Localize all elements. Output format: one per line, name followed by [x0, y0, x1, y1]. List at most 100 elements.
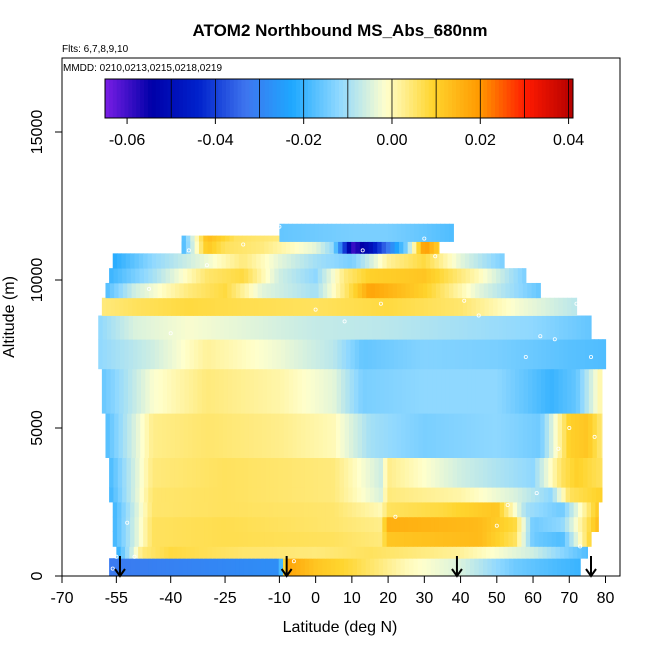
heat-cell [587, 487, 593, 503]
heat-cell [419, 297, 425, 316]
heat-cell [382, 502, 388, 518]
heat-cell [316, 241, 322, 254]
heat-cell [127, 282, 133, 299]
heat-cell [327, 297, 333, 316]
heat-cell [500, 268, 506, 284]
heat-cell [221, 516, 227, 532]
heat-cell [522, 413, 528, 458]
heat-cell [202, 339, 208, 370]
heat-cell [392, 282, 398, 299]
heat-cell [506, 339, 512, 370]
heat-cell [414, 368, 420, 414]
heat-cell [141, 315, 147, 340]
heat-cell [424, 339, 430, 370]
heat-cell [526, 457, 532, 488]
x-tick-label: -55 [105, 590, 128, 607]
heat-cell [340, 413, 346, 458]
heat-cell [361, 558, 367, 576]
heat-cell [219, 339, 225, 370]
colorbar-cell [245, 79, 250, 118]
heat-cell [269, 516, 275, 532]
heat-cell [321, 502, 327, 518]
heat-cell [382, 516, 388, 532]
heat-cell [486, 516, 492, 532]
heat-cell [263, 339, 269, 370]
heat-cell [146, 315, 152, 340]
heat-cell [243, 516, 249, 532]
heat-cell [101, 368, 107, 414]
heat-cell [453, 282, 459, 299]
heat-cell [564, 531, 570, 547]
heat-cell [271, 297, 277, 316]
heat-cell [374, 457, 380, 488]
heat-cell [289, 315, 295, 340]
heat-cell [407, 546, 413, 559]
heat-cell [534, 531, 540, 547]
heat-cell [535, 558, 541, 576]
heat-cell [430, 268, 436, 284]
heat-cell [327, 368, 333, 414]
heat-cell [329, 546, 335, 559]
sample-point [313, 307, 318, 312]
colorbar-tick-label: -0.06 [109, 132, 146, 149]
heat-cell [348, 282, 354, 299]
heat-cell [319, 368, 325, 414]
heat-cell [265, 268, 271, 284]
heat-cell [409, 223, 415, 242]
heat-cell [222, 282, 228, 299]
heat-cell [396, 413, 402, 458]
colorbar-cell [292, 79, 297, 118]
heat-cell [388, 297, 394, 316]
heat-cell [155, 546, 161, 559]
colorbar-cell [144, 79, 149, 118]
heat-cell [317, 268, 323, 284]
heat-cell [390, 546, 396, 559]
heat-cell [356, 531, 362, 547]
heat-cell [501, 413, 507, 458]
heat-cell [430, 558, 436, 576]
heat-cell [317, 457, 323, 488]
heat-cell [166, 413, 172, 458]
heat-cell [174, 268, 180, 284]
heat-cell [498, 546, 504, 559]
heat-cell [136, 368, 142, 414]
heat-cell [397, 368, 403, 414]
colorbar-cell [194, 79, 200, 118]
heat-cell [454, 339, 460, 370]
heat-cell [596, 487, 602, 503]
heat-cell [425, 241, 431, 254]
heat-cell [217, 516, 223, 532]
heat-cell [237, 315, 243, 340]
heat-cell [399, 253, 405, 269]
heat-cell [395, 253, 401, 269]
colorbar-cell [397, 79, 402, 118]
heat-cell [488, 368, 494, 414]
heat-cell [266, 413, 272, 458]
heat-cell [497, 368, 503, 414]
heat-cell [317, 516, 323, 532]
heat-cell [401, 282, 407, 299]
heat-cell [588, 413, 594, 458]
heat-cell [552, 487, 558, 503]
heat-cell [564, 516, 570, 532]
x-tick-label: 40 [452, 590, 470, 607]
heat-cell [138, 546, 144, 559]
heat-cell [395, 516, 401, 532]
heat-cell [600, 457, 603, 488]
colorbar-cell [374, 79, 379, 118]
heat-cell [189, 339, 195, 370]
heat-cell [369, 531, 375, 547]
heat-cell [537, 315, 543, 340]
heat-cell [524, 339, 530, 370]
heat-cell [337, 315, 343, 340]
heat-cell [567, 339, 573, 370]
heat-cell [350, 315, 356, 340]
colorbar-cell [132, 79, 137, 118]
heat-cell [430, 457, 436, 488]
colorbar-cell [276, 79, 281, 118]
heat-cell [576, 339, 582, 370]
heat-cell [543, 457, 549, 488]
heat-cell [247, 531, 253, 547]
heat-cell [146, 546, 152, 559]
heat-cell [565, 487, 571, 503]
